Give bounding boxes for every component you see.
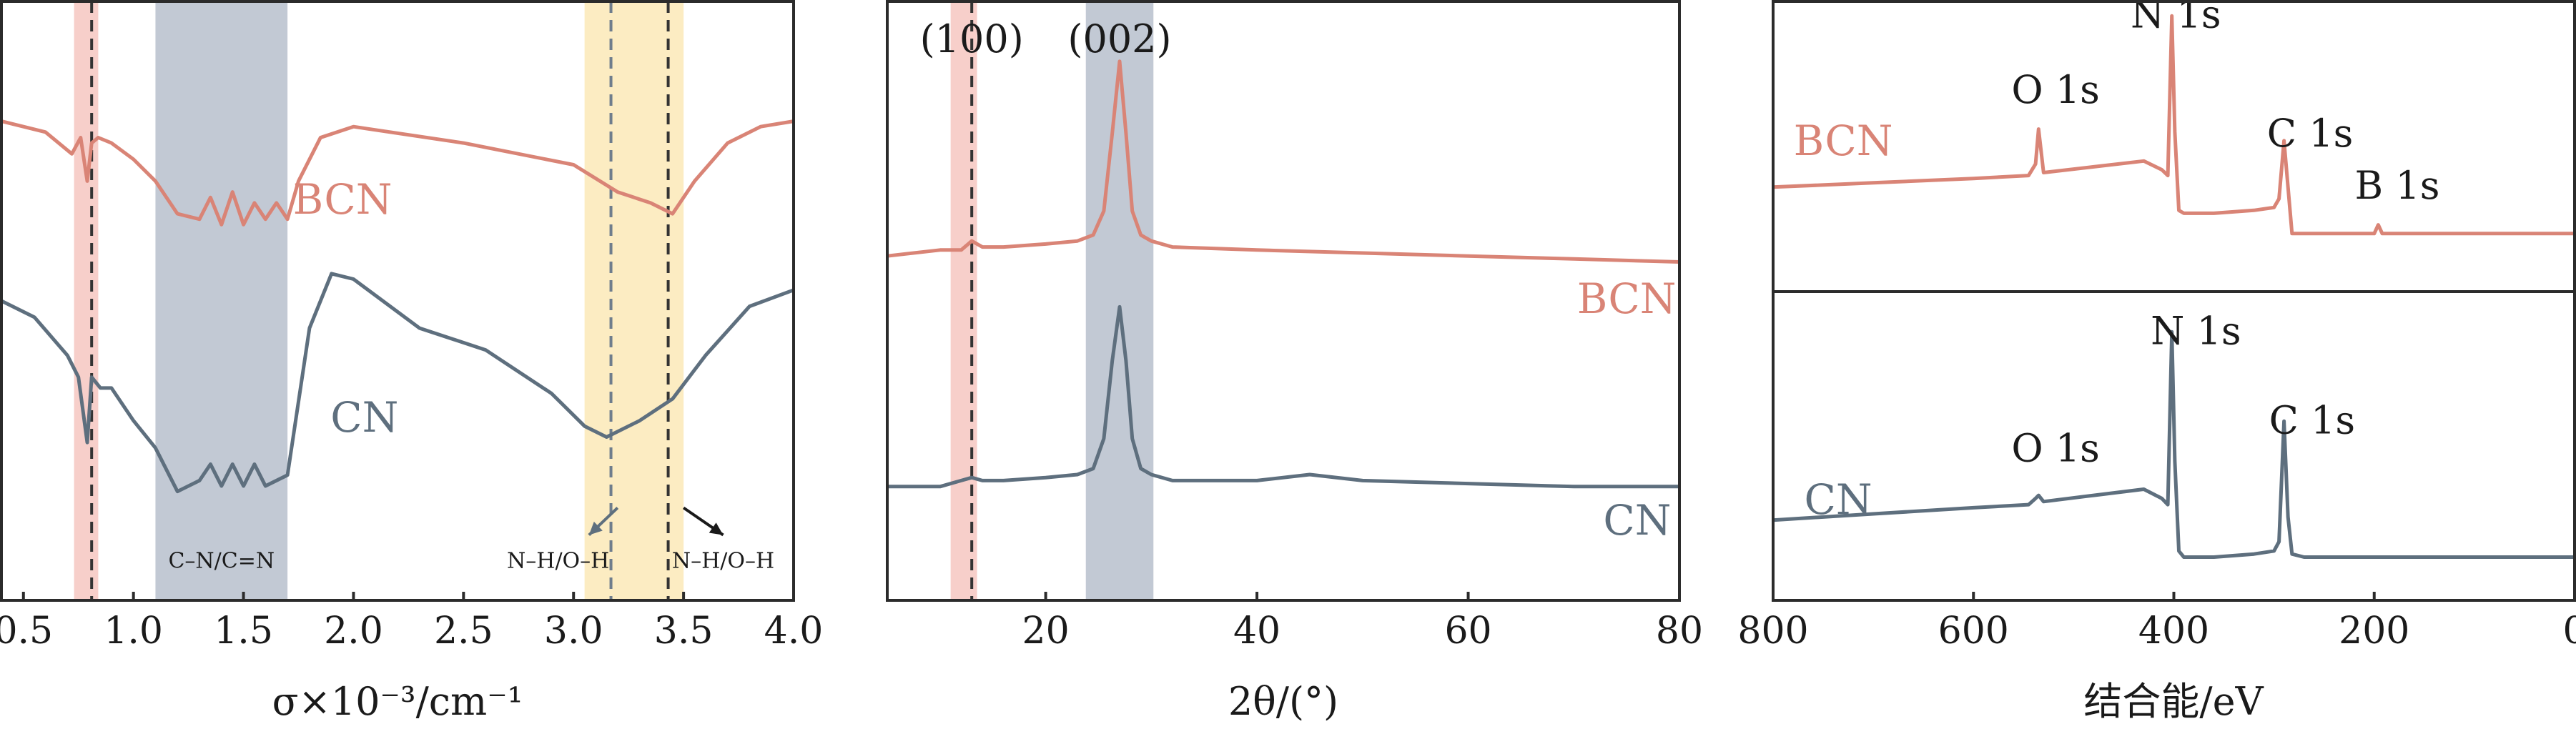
xps-tick-label: 400 [2138,610,2209,653]
xps-peak-label: C 1s [2267,111,2354,156]
ftir-tick-label: 2.0 [324,610,383,653]
ftir-band [155,1,288,600]
ftir-arrow-head [709,522,724,535]
ftir-tick-label: 0.5 [0,610,53,653]
ftir-x-label: σ×10⁻³/cm⁻¹ [272,679,523,724]
xrd-series-cn [887,304,1679,489]
ftir-legend-bcn: BCN [293,175,393,224]
ftir-series-cn [0,272,794,494]
ftir-tick-label: 1.5 [214,610,273,653]
xrd-tick-label: 80 [1656,610,1703,653]
xps-tick-label: 800 [1737,610,1808,653]
ftir-tick-label: 3.0 [544,610,603,653]
xrd-annotation: (100) [920,16,1024,61]
xrd-legend-cn: CN [1603,496,1671,545]
xps-x-label: 结合能/eV [2083,679,2264,724]
ftir-tick-label: 4.0 [764,610,824,653]
ftir-tick-label: 1.0 [104,610,163,653]
ftir-tick-label: 2.5 [434,610,493,653]
ftir-chart: BCN CN C–N/C=N N–H/O–H N–H/O–H 0.5 1.0 1.5 2.0 2.… [0,0,824,724]
ftir-band [74,1,99,600]
ftir-tick-label: 3.5 [654,610,714,653]
ftir-series-bcn [1,119,794,227]
ftir-arrow-head [588,521,603,535]
xps-legend-bcn: BCN [1794,116,1893,165]
xps-tick-label: 200 [2339,610,2409,653]
ftir-frame [0,0,795,602]
xrd-band [1085,1,1154,600]
xps-peak-label: N 1s [2131,0,2221,37]
xrd-frame [886,0,1681,602]
xps-peak-label: O 1s [2011,426,2100,471]
xps-series-cn [1772,329,2575,559]
xps-series-bcn [1772,14,2575,236]
ftir-legend-cn: CN [330,393,398,442]
xrd-tick-label: 60 [1444,610,1491,653]
xrd-x-label: 2θ/(°) [1228,679,1338,724]
xrd-series-bcn [887,59,1680,264]
xps-tick-label: 0 [2562,610,2576,653]
ftir-annotation: N–H/O–H [507,548,609,573]
xps-tick-label: 600 [1938,610,2009,653]
xps-frame [1772,0,2576,602]
xps-peak-label: O 1s [2011,67,2100,112]
ftir-annotation: N–H/O–H [672,548,774,573]
xrd-chart: BCN CN (100) (002) 20 40 60 80 2θ/(°) [886,0,1703,724]
xrd-legend-bcn: BCN [1577,274,1677,323]
xps-legend-cn: CN [1805,475,1872,524]
ftir-annotation: C–N/C=N [168,548,275,573]
xrd-tick-label: 20 [1022,610,1070,653]
xps-peak-label: N 1s [2151,308,2241,353]
xps-peak-label: C 1s [2269,398,2356,443]
xrd-tick-label: 40 [1233,610,1280,653]
xrd-annotation: (002) [1067,16,1171,61]
xps-peak-label: B 1s [2355,163,2440,208]
